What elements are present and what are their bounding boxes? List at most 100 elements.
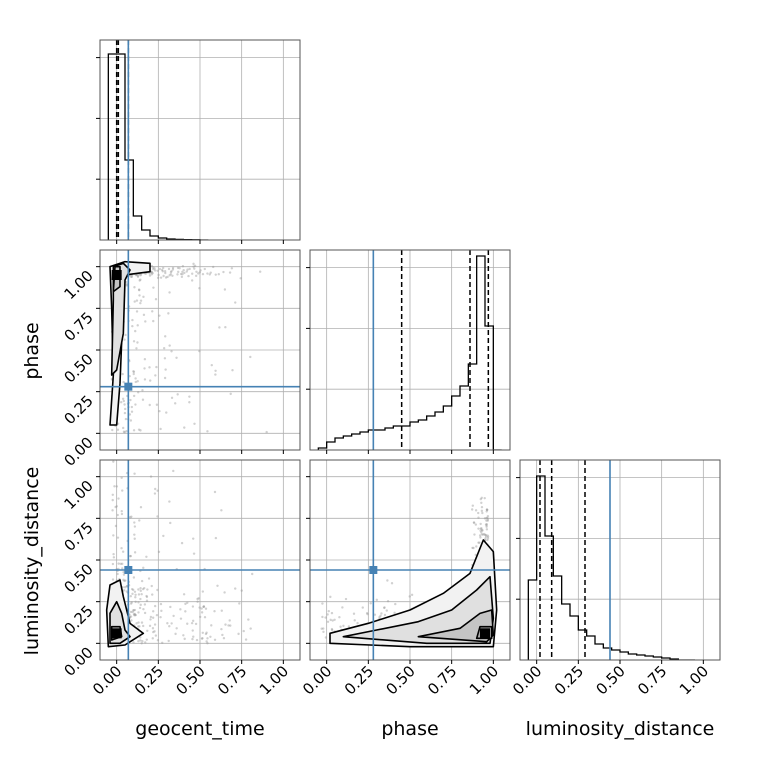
scatter-point — [168, 625, 171, 628]
scatter-point — [152, 286, 155, 289]
scatter-point — [383, 613, 387, 617]
scatter-point — [168, 274, 171, 277]
scatter-point — [175, 627, 178, 630]
scatter-point — [184, 610, 187, 613]
scatter-point — [130, 587, 134, 591]
scatter-point — [125, 590, 128, 593]
scatter-point — [485, 516, 488, 520]
scatter-point — [182, 593, 186, 596]
scatter-point — [486, 518, 490, 521]
scatter-point — [181, 272, 184, 276]
scatter-point — [139, 587, 142, 590]
scatter-point — [139, 603, 142, 607]
scatter-point — [167, 267, 171, 271]
scatter-point — [223, 288, 227, 291]
scatter-point — [154, 634, 158, 637]
scatter-point — [136, 380, 139, 383]
scatter-point — [139, 278, 142, 281]
scatter-point — [135, 299, 139, 302]
truth-marker — [369, 566, 378, 574]
scatter-point — [155, 365, 158, 369]
scatter-point — [214, 373, 217, 376]
truth-marker — [124, 382, 133, 391]
scatter-point — [373, 613, 377, 616]
scatter-point — [479, 497, 483, 501]
scatter-point — [168, 291, 171, 294]
scatter-point — [139, 273, 143, 276]
scatter-point — [205, 640, 208, 643]
scatter-point — [153, 492, 157, 495]
scatter-point — [141, 398, 145, 401]
scatter-point — [133, 590, 137, 593]
scatter-point — [125, 584, 129, 588]
scatter-point — [249, 355, 252, 359]
y-label-luminosity-distance: luminosity_distance — [21, 467, 43, 656]
panel-content — [310, 250, 510, 450]
scatter-point — [116, 428, 120, 431]
scatter-point — [179, 617, 183, 620]
scatter-point — [143, 367, 146, 370]
scatter-point — [196, 597, 199, 601]
scatter-point — [161, 270, 164, 273]
scatter-point — [165, 411, 168, 414]
scatter-point — [131, 324, 134, 328]
scatter-point — [324, 636, 328, 639]
scatter-point — [164, 271, 167, 275]
scatter-point — [151, 627, 155, 630]
scatter-point — [160, 609, 163, 613]
scatter-point — [160, 268, 164, 272]
x-tick-label: 0.00 — [89, 662, 125, 698]
scatter-point — [227, 624, 230, 627]
scatter-point — [149, 618, 152, 621]
scatter-point — [143, 611, 147, 615]
scatter-point — [130, 619, 133, 622]
scatter-point — [133, 533, 136, 536]
scatter-point — [132, 609, 135, 612]
scatter-point — [150, 271, 153, 274]
scatter-point — [480, 496, 483, 499]
scatter-point — [137, 391, 140, 394]
scatter-point — [188, 267, 191, 271]
scatter-point — [155, 613, 159, 617]
scatter-point — [223, 591, 226, 594]
scatter-point — [120, 512, 124, 516]
scatter-point — [111, 509, 114, 512]
scatter-point — [330, 611, 334, 615]
x-label-geocent-time: geocent_time — [135, 718, 264, 740]
truth-marker — [124, 566, 133, 574]
scatter-point — [143, 603, 147, 606]
scatter-point — [115, 505, 118, 508]
scatter-point — [121, 372, 124, 376]
scatter-point — [139, 429, 142, 432]
scatter-point — [144, 641, 147, 644]
scatter-point — [204, 632, 208, 636]
scatter-point — [124, 407, 127, 411]
scatter-point — [169, 270, 173, 274]
scatter-point — [201, 637, 204, 640]
scatter-point — [206, 642, 209, 645]
scatter-point — [159, 615, 162, 619]
scatter-point — [112, 552, 115, 556]
scatter-point — [181, 265, 185, 268]
scatter-point — [151, 637, 154, 640]
scatter-point — [139, 299, 143, 302]
scatter-point — [136, 275, 140, 278]
scatter-point — [479, 536, 482, 539]
scatter-point — [486, 538, 489, 542]
scatter-point — [132, 372, 135, 376]
scatter-point — [132, 609, 135, 612]
x-tick-label: 1.00 — [256, 662, 292, 698]
scatter-point — [184, 602, 187, 606]
scatter-point — [214, 536, 218, 540]
scatter-point — [234, 301, 237, 304]
scatter-point — [130, 410, 134, 413]
scatter-point — [203, 267, 206, 271]
scatter-point — [199, 615, 202, 619]
scatter-point — [116, 572, 119, 576]
scatter-point — [145, 599, 149, 602]
scatter-point — [121, 567, 124, 570]
scatter-point — [129, 398, 132, 402]
scatter-point — [151, 310, 154, 313]
scatter-point — [134, 273, 138, 277]
scatter-point — [390, 582, 394, 585]
